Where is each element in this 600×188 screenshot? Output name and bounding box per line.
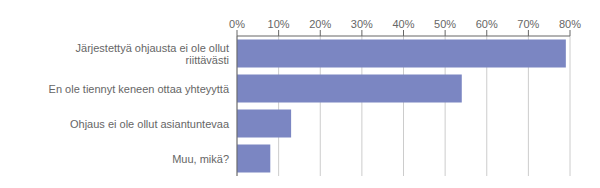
svg-text:0%: 0% [229,18,245,30]
svg-text:60%: 60% [476,18,498,30]
svg-text:80%: 80% [559,18,581,30]
svg-text:70%: 70% [517,18,539,30]
svg-text:40%: 40% [392,18,414,30]
svg-text:30%: 30% [351,18,373,30]
svg-text:10%: 10% [268,18,290,30]
svg-text:20%: 20% [309,18,331,30]
svg-text:Muu, mikä?: Muu, mikä? [172,153,229,165]
svg-text:Järjestettyä ohjausta ei ole o: Järjestettyä ohjausta ei ole ollutriittä… [76,42,229,66]
svg-text:Ohjaus ei ole ollut asiantunte: Ohjaus ei ole ollut asiantuntevaa [70,118,230,130]
svg-text:En ole tiennyt keneen ottaa yh: En ole tiennyt keneen ottaa yhteyyttä [49,83,230,95]
svg-text:50%: 50% [434,18,456,30]
